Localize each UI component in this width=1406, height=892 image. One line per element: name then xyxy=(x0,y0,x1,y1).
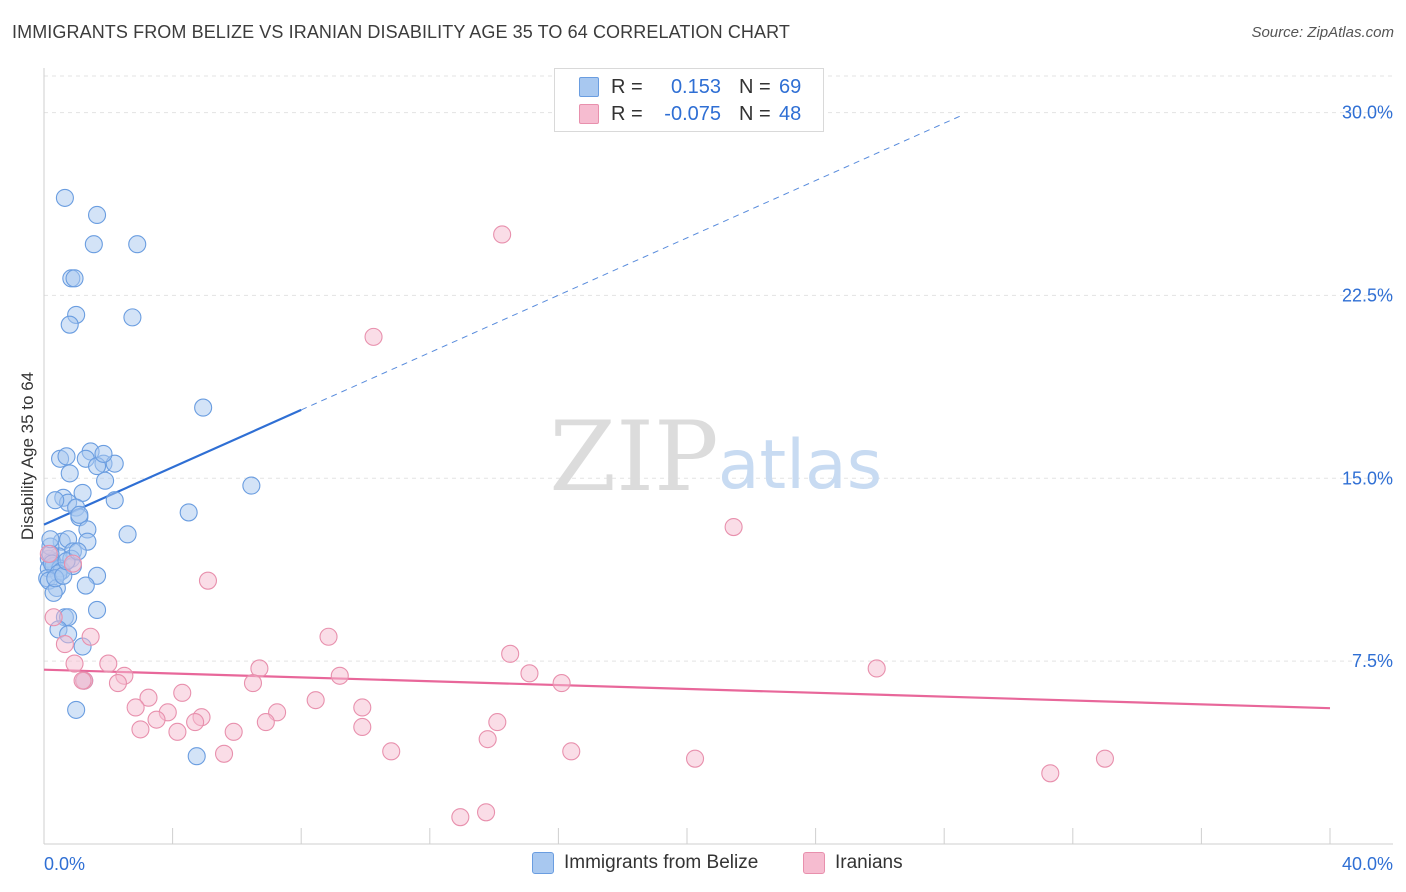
point-iranians xyxy=(867,659,886,678)
point-belize xyxy=(242,476,261,495)
trend-line-extrapolated xyxy=(300,114,964,411)
point-iranians xyxy=(65,654,84,673)
point-iranians xyxy=(488,713,507,732)
point-belize xyxy=(94,444,113,463)
point-iranians xyxy=(493,225,512,244)
point-belize xyxy=(118,525,137,544)
point-iranians xyxy=(108,674,127,693)
legend-n-label: N = xyxy=(739,75,771,98)
point-iranians xyxy=(243,674,263,693)
y-tick-label: 30.0% xyxy=(1342,103,1393,123)
point-iranians xyxy=(685,749,705,768)
point-iranians xyxy=(319,627,338,646)
point-belize xyxy=(46,491,65,510)
correlation-legend: R = 0.153 N = 69 R = -0.075 N = 48 xyxy=(554,68,824,132)
point-iranians xyxy=(173,683,192,702)
legend-r-label: R = xyxy=(611,102,643,125)
y-tick-label: 15.0% xyxy=(1342,468,1393,488)
series-legend-belize[interactable]: Immigrants from Belize xyxy=(532,852,758,874)
series-label: Immigrants from Belize xyxy=(564,852,759,873)
series-legend: Immigrants from Belize Iranians xyxy=(0,852,1406,878)
point-iranians xyxy=(562,742,581,761)
point-iranians xyxy=(147,710,166,729)
point-iranians xyxy=(63,554,82,573)
point-belize xyxy=(57,447,76,466)
point-iranians xyxy=(364,327,383,346)
point-iranians xyxy=(1095,749,1114,768)
point-belize xyxy=(194,398,213,417)
source-label: Source: ZipAtlas.com xyxy=(1251,24,1394,41)
point-iranians xyxy=(353,717,372,737)
point-belize xyxy=(60,464,79,483)
x-tick-label-max: 40.0% xyxy=(1342,854,1393,874)
x-tick-label-min: 0.0% xyxy=(44,854,85,874)
point-iranians xyxy=(126,698,145,717)
point-belize xyxy=(84,235,103,254)
series-legend-iranians[interactable]: Iranians xyxy=(803,852,903,874)
point-iranians xyxy=(552,674,571,693)
legend-row-iranians: R = -0.075 N = 48 xyxy=(579,102,801,126)
y-tick-label: 22.5% xyxy=(1342,285,1393,305)
point-belize xyxy=(70,505,89,524)
trend-line-solid xyxy=(43,668,1331,710)
point-iranians xyxy=(39,544,58,563)
point-iranians xyxy=(478,730,497,749)
series-swatch-blue xyxy=(532,852,554,874)
point-iranians xyxy=(477,803,496,822)
point-iranians xyxy=(256,713,275,732)
point-belize xyxy=(87,205,107,225)
point-iranians xyxy=(55,635,74,654)
point-iranians xyxy=(306,691,325,710)
point-iranians xyxy=(451,808,470,827)
point-iranians xyxy=(198,571,218,590)
point-iranians xyxy=(168,722,187,741)
point-iranians xyxy=(214,744,234,763)
legend-r-value: 0.153 xyxy=(670,75,721,98)
legend-r-value: -0.075 xyxy=(664,102,721,125)
point-iranians xyxy=(520,664,539,683)
y-tick-label: 7.5% xyxy=(1352,651,1393,671)
point-belize xyxy=(105,491,124,510)
point-iranians xyxy=(330,666,349,685)
point-belize xyxy=(60,315,79,334)
legend-r-label: R = xyxy=(611,75,643,98)
point-iranians xyxy=(353,698,372,717)
legend-n-value: 48 xyxy=(779,102,802,125)
trend-line-solid xyxy=(43,408,302,526)
point-belize xyxy=(55,188,74,207)
point-belize xyxy=(179,503,198,522)
point-belize xyxy=(96,471,115,490)
legend-n-label: N = xyxy=(739,102,771,125)
point-iranians xyxy=(501,644,520,663)
point-iranians xyxy=(1041,764,1060,783)
series-label: Iranians xyxy=(835,852,903,873)
legend-swatch-pink xyxy=(579,104,599,124)
legend-row-belize: R = 0.153 N = 69 xyxy=(579,75,801,99)
chart-title: IMMIGRANTS FROM BELIZE VS IRANIAN DISABI… xyxy=(12,22,791,42)
point-belize xyxy=(65,269,84,288)
point-iranians xyxy=(99,654,118,673)
point-iranians xyxy=(382,742,401,761)
y-axis-title: Disability Age 35 to 64 xyxy=(18,372,37,540)
point-iranians xyxy=(186,713,205,732)
point-iranians xyxy=(224,722,243,741)
series-swatch-pink xyxy=(803,852,825,874)
watermark-atlas: atlas xyxy=(718,426,882,505)
point-belize xyxy=(76,576,95,595)
point-iranians xyxy=(73,671,92,690)
point-belize xyxy=(87,600,107,619)
point-belize xyxy=(187,747,206,766)
watermark-zip: ZIP xyxy=(549,401,718,513)
point-belize xyxy=(123,308,142,327)
point-iranians xyxy=(724,517,743,537)
legend-swatch-blue xyxy=(579,77,599,97)
legend-n-value: 69 xyxy=(779,75,802,98)
point-iranians xyxy=(139,688,158,707)
point-belize xyxy=(67,700,86,719)
point-iranians xyxy=(81,627,100,646)
point-iranians xyxy=(131,720,150,739)
point-belize xyxy=(128,235,147,254)
point-iranians xyxy=(44,608,63,627)
